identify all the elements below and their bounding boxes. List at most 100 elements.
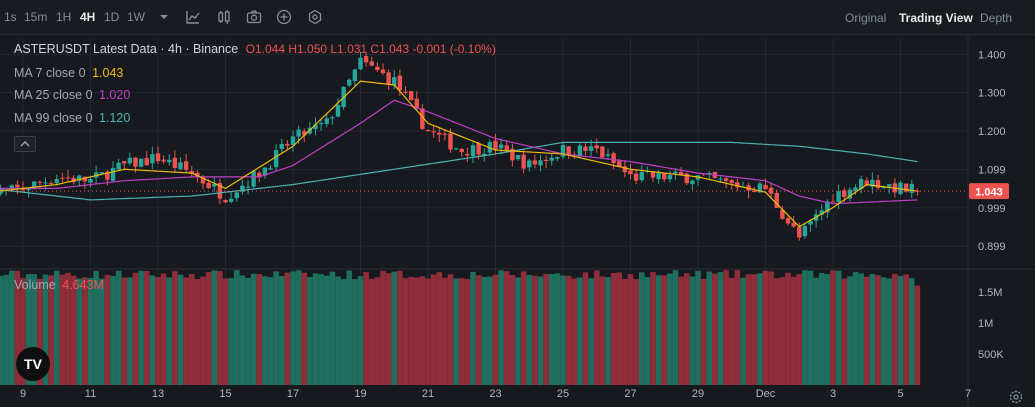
timeframe-1h[interactable]: 1H	[56, 10, 72, 24]
tradingview-logo: TV	[16, 347, 50, 381]
gear-icon[interactable]	[1008, 389, 1024, 405]
timeframe-1s[interactable]: 1s	[4, 10, 17, 24]
candle-body	[870, 179, 875, 187]
volume-bar	[0, 275, 4, 385]
candle-body	[735, 182, 740, 188]
volume-bar	[498, 270, 504, 385]
chevron-down-icon[interactable]	[155, 8, 173, 26]
candle-body	[729, 180, 734, 183]
date-tick-label: 27	[624, 388, 636, 400]
view-trading-view[interactable]: Trading View	[899, 11, 973, 25]
volume-bar	[458, 278, 465, 385]
volume-bar	[183, 277, 189, 385]
candle-body	[200, 176, 206, 184]
candle-body	[290, 136, 296, 146]
candle-body	[257, 172, 262, 178]
volume-bar	[683, 273, 690, 385]
volume-bar	[554, 273, 561, 385]
candle-body	[538, 160, 543, 166]
candle-body	[425, 129, 431, 132]
volume-bar	[773, 278, 780, 385]
add-icon[interactable]	[275, 8, 293, 26]
candle-body	[802, 226, 808, 237]
ma25-value: 1.020	[99, 88, 131, 102]
volume-bar	[110, 275, 116, 385]
indicator-icon[interactable]	[184, 8, 202, 26]
candle-body	[245, 186, 251, 188]
candle-body	[903, 183, 909, 192]
candle-body	[431, 131, 436, 133]
collapse-legend-button[interactable]	[14, 136, 36, 152]
volume-bar	[875, 275, 881, 385]
candle-body	[791, 222, 796, 227]
last-price-badge-text: 1.043	[975, 187, 1003, 199]
candle-body	[228, 198, 234, 202]
camera-icon[interactable]	[245, 8, 263, 26]
candle-body	[363, 56, 369, 63]
timeframe-1d[interactable]: 1D	[104, 10, 120, 24]
volume-bar	[278, 276, 285, 385]
candle-body	[285, 143, 290, 146]
view-depth[interactable]: Depth	[980, 11, 1013, 25]
volume-bar	[481, 277, 488, 385]
candle-body	[723, 178, 729, 181]
timeframe-4h[interactable]: 4H	[80, 10, 96, 24]
volume-bar	[790, 276, 797, 385]
candle-body	[493, 140, 498, 150]
volume-bar	[31, 274, 38, 385]
candle-body	[302, 131, 307, 136]
volume-bar	[335, 276, 341, 385]
candle-body	[0, 191, 3, 194]
volume-bar	[509, 274, 516, 385]
candle-style-icon[interactable]	[215, 8, 233, 26]
chart-toolbar: 1s 15m 1H 4H 1D 1W Original Trading View…	[0, 0, 1035, 35]
volume-bar	[205, 272, 212, 385]
candle-body	[88, 178, 93, 183]
volume-bar	[177, 274, 184, 385]
volume-bar	[835, 270, 842, 385]
price-chart[interactable]: 1.043 1.400 1.300 1.200 1.099 0.999 0.899 1.5M 1…	[0, 35, 1035, 407]
candle-body	[858, 178, 864, 190]
volume-tick-label: 1.5M	[978, 287, 1002, 299]
volume-bar	[166, 277, 173, 385]
candle-body	[403, 91, 408, 93]
candle-body	[482, 153, 487, 156]
date-tick-label: 21	[422, 388, 434, 400]
volume-bar	[419, 276, 426, 385]
volume-bar	[723, 270, 729, 385]
candle-body	[594, 145, 599, 149]
price-tick-label: 1.300	[978, 88, 1006, 100]
view-original[interactable]: Original	[845, 11, 887, 25]
volume-bar	[200, 276, 206, 385]
volume-bar	[492, 274, 499, 385]
candle-body	[797, 226, 802, 238]
volume-bar	[295, 270, 302, 385]
ma99-legend: MA 99 close 0 1.120	[14, 111, 130, 125]
volume-bar	[655, 275, 662, 385]
volume-bar	[858, 273, 864, 385]
volume-bar	[740, 277, 746, 385]
candle-body	[673, 171, 678, 174]
volume-bar	[487, 276, 493, 385]
candle-body	[127, 157, 133, 164]
candle-body	[161, 159, 166, 162]
candle-body	[240, 185, 245, 192]
candle-body	[442, 133, 448, 135]
volume-bar	[695, 270, 701, 385]
candle-body	[268, 168, 273, 170]
timeframe-1w[interactable]: 1W	[127, 10, 145, 24]
candle-body	[628, 170, 633, 175]
candle-body	[555, 157, 560, 159]
date-tick-label: 19	[354, 388, 366, 400]
candle-body	[498, 144, 504, 149]
volume-bar	[132, 272, 139, 385]
candle-body	[133, 157, 138, 167]
volume-bar	[571, 278, 578, 385]
ma25-label: MA 25 close 0	[14, 88, 93, 102]
volume-bar	[667, 273, 673, 385]
volume-bar	[802, 270, 808, 385]
date-tick-label: 3	[830, 388, 836, 400]
timeframe-15m[interactable]: 15m	[24, 10, 48, 24]
settings-hex-icon[interactable]	[306, 8, 324, 26]
volume-bar	[818, 272, 825, 385]
